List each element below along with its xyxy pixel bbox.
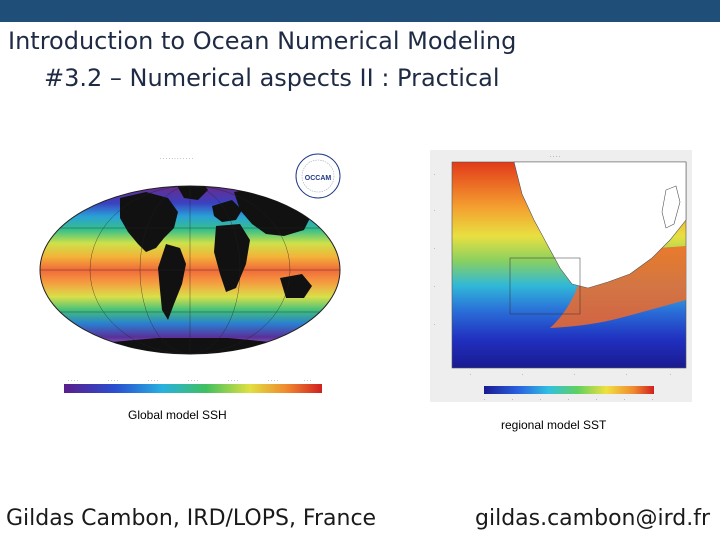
regional-map-caption: regional model SST xyxy=(501,418,607,432)
sst-scale-ticks: · · · · · · · xyxy=(484,398,653,402)
ssh-scale-ticks: · · · · · · · · · · · · · · · · · · · · … xyxy=(68,379,311,384)
svg-text:· · · ·: · · · · xyxy=(550,155,560,160)
svg-text:· · · ·: · · · · xyxy=(108,379,118,384)
sst-axis-ticks: · · · · · · · · · · · · · · xyxy=(434,155,671,378)
slide-title-line-2: #3.2 – Numerical aspects II : Practical xyxy=(44,64,500,92)
svg-text:·: · xyxy=(434,247,435,252)
footer-author: Gildas Cambon, IRD/LOPS, France xyxy=(6,506,377,531)
svg-text:· · · ·: · · · · xyxy=(148,379,158,384)
svg-text:·: · xyxy=(484,398,485,402)
occam-logo: OCCAM xyxy=(295,153,341,199)
svg-text:·: · xyxy=(434,209,435,214)
svg-text:·: · xyxy=(574,373,575,378)
svg-text:· · · ·: · · · · xyxy=(228,379,238,384)
logo-text: OCCAM xyxy=(305,175,332,182)
top-bar xyxy=(0,0,720,22)
global-map-caption: Global model SSH xyxy=(128,408,227,422)
svg-text:·: · xyxy=(434,173,435,178)
svg-text:·: · xyxy=(670,373,671,378)
svg-text:·: · xyxy=(540,398,541,402)
svg-text:·: · xyxy=(434,285,435,290)
svg-text:·: · xyxy=(568,398,569,402)
svg-text:·: · xyxy=(652,398,653,402)
sst-color-scale xyxy=(484,386,654,394)
svg-text:·: · xyxy=(470,373,471,378)
ssh-color-scale xyxy=(64,384,322,393)
svg-text:· · · ·: · · · · xyxy=(268,379,278,384)
svg-text:· · · ·: · · · · xyxy=(68,379,78,384)
svg-text:·: · xyxy=(434,323,435,328)
svg-text:·: · xyxy=(512,398,513,402)
svg-text:· · · ·: · · · · xyxy=(188,379,198,384)
svg-text:·: · xyxy=(626,373,627,378)
map-header-text: · · · · · · · · · · · · xyxy=(160,157,193,162)
slide-title-line-1: Introduction to Ocean Numerical Modeling xyxy=(8,27,517,55)
svg-text:·: · xyxy=(596,398,597,402)
svg-text:· · ·: · · · xyxy=(304,379,311,384)
footer-email: gildas.cambon@ird.fr xyxy=(475,506,710,531)
global-ssh-map: · · · · · · · · · · · · OCCAM · · · · · … xyxy=(28,140,358,402)
svg-text:·: · xyxy=(522,373,523,378)
svg-text:·: · xyxy=(624,398,625,402)
regional-sst-map: · · · · · · · · · · · · · · · · · · · · … xyxy=(430,150,692,402)
